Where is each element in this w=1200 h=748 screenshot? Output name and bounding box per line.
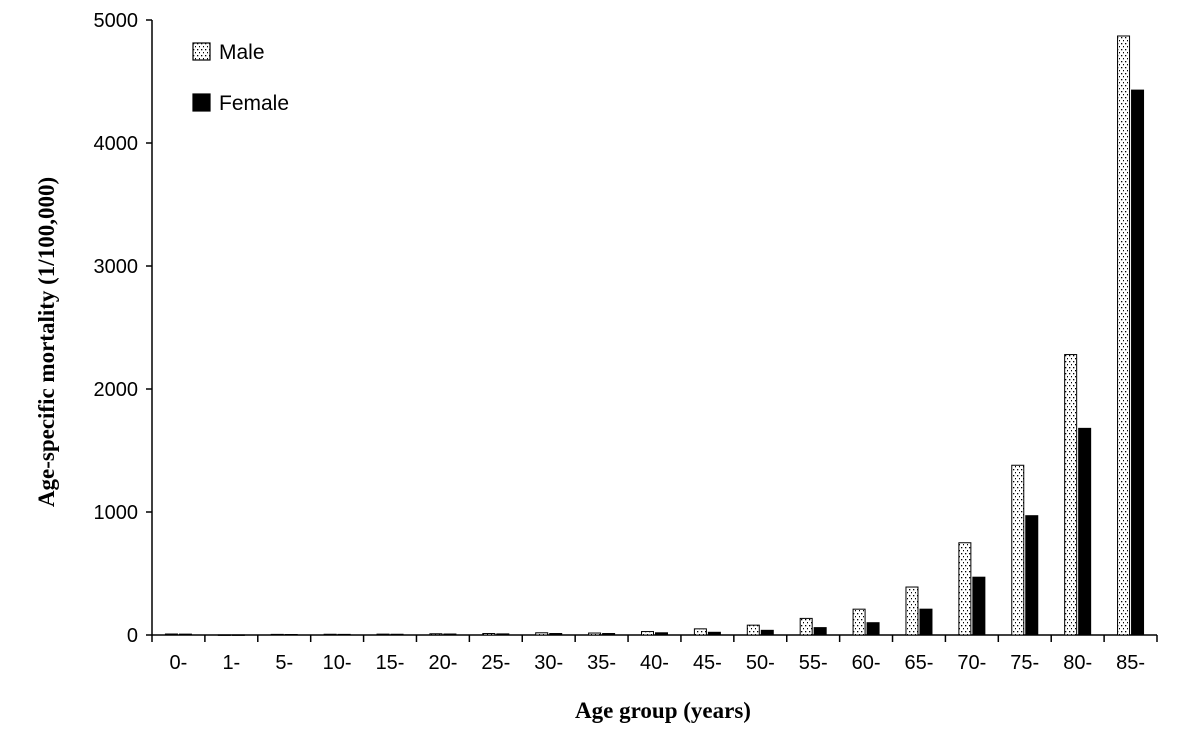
bar-female-65 xyxy=(919,608,933,636)
bar-female-15 xyxy=(390,633,404,636)
legend: Male Female xyxy=(192,41,289,115)
bar-female-20 xyxy=(443,633,457,636)
axes xyxy=(146,19,1158,642)
bar-male-30 xyxy=(535,632,549,636)
x-tick-label: 85- xyxy=(1116,652,1145,674)
legend-swatch-male xyxy=(192,42,211,61)
x-axis-title: Age group (years) xyxy=(575,698,751,723)
x-tick-label: 35- xyxy=(587,652,616,674)
bar-male-75 xyxy=(1011,464,1025,636)
bar-male-55 xyxy=(799,617,813,636)
x-tick-label: 30- xyxy=(534,652,563,674)
y-tick-label: 1000 xyxy=(94,502,139,524)
x-tick-label: 65- xyxy=(905,652,934,674)
bar-male-45 xyxy=(693,628,707,636)
x-tick-label: 50- xyxy=(746,652,775,674)
x-tick-label: 70- xyxy=(957,652,986,674)
bar-male-80 xyxy=(1064,354,1078,636)
bars xyxy=(164,35,1145,636)
bar-female-40 xyxy=(655,632,668,636)
y-tick-label: 4000 xyxy=(94,133,139,155)
x-tick-label: 60- xyxy=(852,652,881,674)
bar-female-45 xyxy=(707,631,721,636)
bar-female-80 xyxy=(1078,427,1092,636)
bar-male-20 xyxy=(429,633,443,636)
bar-male-1 xyxy=(217,634,231,636)
bar-male-0 xyxy=(164,633,178,636)
bar-female-70 xyxy=(972,576,986,636)
x-tick-label: 75- xyxy=(1010,652,1039,674)
x-tick-label: 1- xyxy=(222,652,240,674)
bar-female-60 xyxy=(866,622,880,636)
x-tick-label: 80- xyxy=(1063,652,1092,674)
bar-female-55 xyxy=(813,627,827,636)
y-tick-label: 5000 xyxy=(94,10,139,32)
x-tick-label: 20- xyxy=(428,652,457,674)
bar-male-15 xyxy=(376,633,390,636)
x-tick-label: 25- xyxy=(481,652,510,674)
x-tick-label: 5- xyxy=(275,652,293,674)
legend-swatch-female xyxy=(192,93,211,112)
legend-label-male: Male xyxy=(219,41,265,64)
legend-label-female: Female xyxy=(219,92,289,115)
x-tick-label: 45- xyxy=(693,652,722,674)
bar-male-50 xyxy=(746,624,760,636)
bar-female-30 xyxy=(549,633,563,636)
bar-female-50 xyxy=(760,629,774,636)
y-tick-label: 0 xyxy=(127,625,138,647)
bar-male-70 xyxy=(958,542,972,636)
bar-female-5 xyxy=(284,634,298,636)
y-axis-title: Age-specific mortality (1/100,000) xyxy=(34,177,59,507)
bar-female-10 xyxy=(337,633,351,636)
bar-female-35 xyxy=(602,633,616,636)
bar-male-35 xyxy=(588,632,602,636)
bar-male-40 xyxy=(641,631,654,636)
bar-male-25 xyxy=(482,633,496,636)
bar-female-0 xyxy=(178,633,192,636)
y-tick-label: 3000 xyxy=(94,256,139,278)
bar-female-85 xyxy=(1131,89,1145,636)
x-tick-label: 55- xyxy=(799,652,828,674)
bar-male-60 xyxy=(852,608,866,636)
x-tick-label: 10- xyxy=(323,652,352,674)
x-tick-label: 0- xyxy=(170,652,188,674)
bar-female-25 xyxy=(496,633,510,636)
y-tick-label: 2000 xyxy=(94,379,139,401)
axis-labels: 0 1000 2000 3000 4000 5000 0- 1- 5- 10- 15- 20- 25- 3… xyxy=(94,10,1146,674)
bar-male-85 xyxy=(1117,35,1131,636)
bar-male-65 xyxy=(905,586,919,636)
bar-female-75 xyxy=(1025,515,1039,636)
x-tick-label: 15- xyxy=(376,652,405,674)
bar-male-5 xyxy=(270,633,284,636)
bar-male-10 xyxy=(323,633,337,636)
bar-female-1 xyxy=(231,634,245,636)
x-tick-label: 40- xyxy=(640,652,669,674)
